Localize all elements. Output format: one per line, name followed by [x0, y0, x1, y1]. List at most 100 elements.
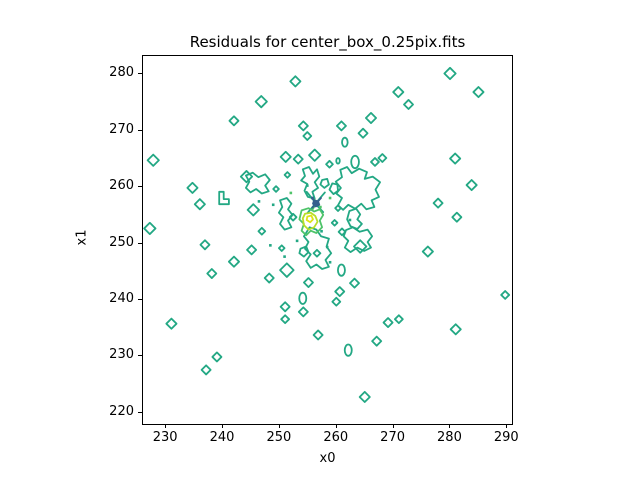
- contour-line: [305, 214, 314, 224]
- contour-line: [280, 314, 291, 325]
- contour-line: [289, 75, 302, 88]
- contour-dot: [271, 203, 275, 207]
- contour-dot: [348, 218, 352, 222]
- contour-line: [342, 226, 373, 253]
- contour-line: [211, 351, 223, 363]
- contour-loop: [341, 136, 349, 148]
- x-tick-label: 250: [266, 430, 292, 445]
- y-tick-mark: [138, 73, 142, 75]
- contour-dot: [325, 245, 329, 249]
- contour-line: [392, 86, 405, 99]
- contour-line: [263, 272, 275, 284]
- contour-dot: [289, 191, 293, 195]
- contour-line: [500, 290, 511, 300]
- x-tick-mark: [506, 424, 508, 428]
- contour-line: [297, 120, 309, 132]
- y-tick-mark: [138, 355, 142, 357]
- contour-line: [365, 111, 377, 124]
- x-axis-label: x0: [319, 451, 336, 466]
- contour-line: [337, 227, 347, 237]
- contour-line: [421, 245, 434, 258]
- contour-line: [300, 166, 321, 200]
- contour-line: [325, 159, 334, 169]
- contour-line: [199, 239, 211, 251]
- contour-line: [303, 277, 314, 288]
- y-tick-mark: [138, 411, 142, 413]
- contour-line: [308, 148, 322, 162]
- plot-title: Residuals for center_box_0.25pix.fits: [189, 33, 466, 51]
- x-tick-label: 240: [209, 430, 235, 445]
- contour-loop: [337, 263, 346, 277]
- contour-line: [193, 198, 206, 211]
- contour-line: [292, 153, 304, 165]
- contour-line: [371, 335, 383, 347]
- contour-line: [311, 202, 318, 209]
- contour-line: [143, 221, 157, 236]
- contour-line: [370, 157, 380, 167]
- contour-line: [257, 226, 267, 236]
- contour-dot: [257, 200, 261, 203]
- y-tick-label: 270: [109, 121, 134, 137]
- contour-line: [336, 120, 347, 132]
- contour-line: [239, 170, 254, 184]
- x-tick-mark: [165, 424, 167, 428]
- contour-dot: [295, 239, 299, 243]
- contour-loop: [335, 157, 341, 165]
- contour-line: [301, 211, 319, 231]
- contour-dot: [328, 196, 332, 200]
- contour-line: [349, 277, 360, 289]
- x-tick-mark: [335, 424, 337, 428]
- contour-line: [465, 179, 478, 192]
- y-tick-label: 230: [109, 347, 134, 363]
- x-tick-mark: [222, 424, 224, 428]
- x-tick-label: 270: [380, 430, 405, 445]
- contour-dot: [320, 229, 323, 233]
- contour-line: [228, 115, 240, 127]
- contour-line: [254, 95, 268, 109]
- contour-line: [246, 244, 258, 256]
- x-tick-label: 280: [437, 430, 462, 445]
- contour-line: [334, 166, 381, 211]
- x-tick-label: 290: [493, 430, 519, 445]
- plot-area: [142, 55, 513, 425]
- contour-line: [357, 127, 369, 139]
- contour-dot: [283, 255, 286, 258]
- y-tick-label: 250: [109, 234, 134, 250]
- contour-line: [451, 211, 463, 223]
- contour-line: [279, 262, 295, 278]
- contour-line: [353, 239, 368, 254]
- contour-line: [358, 390, 371, 403]
- contour-line: [272, 185, 280, 193]
- contour-line: [279, 150, 292, 163]
- contour-line: [449, 152, 462, 165]
- contour-line: [331, 296, 342, 307]
- contour-line: [246, 203, 260, 217]
- contour-line: [330, 219, 339, 227]
- y-tick-label: 240: [109, 290, 134, 306]
- y-tick-mark: [138, 129, 142, 131]
- contour-line: [377, 153, 388, 163]
- contour-dot: [328, 260, 332, 264]
- contour-dot: [269, 244, 272, 247]
- contour-line: [449, 323, 462, 336]
- contour-line: [443, 66, 457, 81]
- y-tick-label: 280: [109, 65, 134, 81]
- contour-dot: [306, 184, 309, 187]
- contour-line: [165, 317, 178, 330]
- contour-plot: [143, 66, 511, 403]
- contour-line: [298, 245, 310, 258]
- x-tick-label: 260: [323, 430, 349, 445]
- contour-line: [393, 314, 404, 325]
- contour-line: [472, 86, 485, 99]
- x-tick-mark: [278, 424, 280, 428]
- contour-dot: [319, 205, 322, 209]
- x-tick-mark: [392, 424, 394, 428]
- contour-line: [278, 244, 286, 252]
- contour-loop: [343, 343, 353, 357]
- y-tick-mark: [138, 186, 142, 188]
- contour-line: [279, 301, 291, 313]
- contour-line: [302, 131, 313, 141]
- contour-line: [297, 306, 309, 318]
- contour-line: [283, 171, 292, 179]
- y-tick-mark: [138, 298, 142, 300]
